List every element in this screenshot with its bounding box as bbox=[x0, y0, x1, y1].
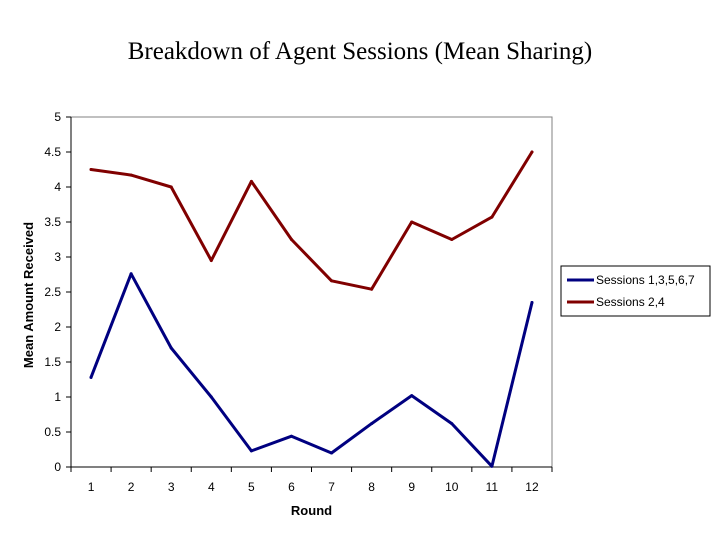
data-point bbox=[370, 287, 374, 291]
data-point bbox=[530, 150, 534, 154]
y-tick-label: 2 bbox=[54, 320, 61, 334]
data-point bbox=[410, 394, 414, 398]
data-point bbox=[169, 185, 173, 189]
y-tick-label: 5 bbox=[54, 110, 61, 124]
data-point bbox=[289, 434, 293, 438]
plot-frame bbox=[70, 116, 553, 468]
chart-title: Breakdown of Agent Sessions (Mean Sharin… bbox=[127, 38, 593, 65]
y-axis-ticks: 0 0.5 1 1.5 2 2.5 3 3.5 4 4.5 5 bbox=[44, 110, 72, 474]
y-tick-label: 4 bbox=[54, 180, 61, 194]
y-tick-label: 0 bbox=[54, 460, 61, 474]
x-tick-label: 12 bbox=[525, 480, 539, 494]
data-point bbox=[89, 168, 93, 171]
x-tick-label: 2 bbox=[128, 480, 135, 494]
y-tick-label: 3 bbox=[54, 250, 61, 264]
data-point bbox=[209, 395, 213, 399]
data-point bbox=[410, 220, 414, 224]
series-line-2 bbox=[89, 150, 534, 291]
legend-label: Sessions 2,4 bbox=[596, 295, 665, 309]
legend: Sessions 1,3,5,6,7 Sessions 2,4 bbox=[560, 265, 711, 317]
y-tick-label: 1.5 bbox=[44, 355, 61, 369]
legend-box bbox=[560, 265, 711, 317]
data-point bbox=[490, 215, 494, 219]
x-tick-label: 5 bbox=[248, 480, 255, 494]
data-point bbox=[249, 179, 253, 183]
y-tick-label: 3.5 bbox=[44, 215, 61, 229]
y-tick-label: 1 bbox=[54, 390, 61, 404]
y-tick-label: 4.5 bbox=[44, 145, 61, 159]
data-point bbox=[370, 422, 374, 426]
x-tick-label: 6 bbox=[288, 480, 295, 494]
data-point bbox=[129, 272, 133, 276]
data-point bbox=[249, 449, 253, 453]
x-tick-label: 8 bbox=[368, 480, 375, 494]
data-point bbox=[289, 238, 293, 241]
data-point bbox=[169, 346, 173, 350]
data-point bbox=[450, 422, 454, 426]
data-point bbox=[209, 259, 213, 262]
x-tick-label: 1 bbox=[88, 480, 95, 494]
x-axis-title: Round bbox=[291, 503, 332, 518]
legend-label: Sessions 1,3,5,6,7 bbox=[596, 273, 695, 287]
series-layer bbox=[89, 150, 534, 468]
x-tick-label: 11 bbox=[486, 480, 499, 494]
data-point bbox=[490, 464, 494, 468]
data-point bbox=[330, 451, 334, 455]
data-point bbox=[330, 279, 334, 283]
data-point bbox=[450, 238, 454, 241]
series-line-1 bbox=[89, 272, 534, 468]
x-tick-label: 10 bbox=[445, 480, 459, 494]
x-tick-label: 3 bbox=[168, 480, 175, 494]
y-axis-title: Mean Amount Received bbox=[21, 222, 36, 368]
plot-area bbox=[70, 116, 553, 468]
x-axis-ticks: 1 2 3 4 5 6 7 8 9 10 11 12 bbox=[70, 466, 553, 494]
data-point bbox=[530, 301, 534, 304]
x-tick-label: 4 bbox=[208, 480, 215, 494]
data-point bbox=[129, 173, 133, 177]
data-point bbox=[89, 375, 93, 379]
x-tick-label: 7 bbox=[328, 480, 335, 494]
x-tick-label: 9 bbox=[408, 480, 415, 494]
y-tick-label: 2.5 bbox=[44, 285, 61, 299]
y-tick-label: 0.5 bbox=[44, 425, 61, 439]
